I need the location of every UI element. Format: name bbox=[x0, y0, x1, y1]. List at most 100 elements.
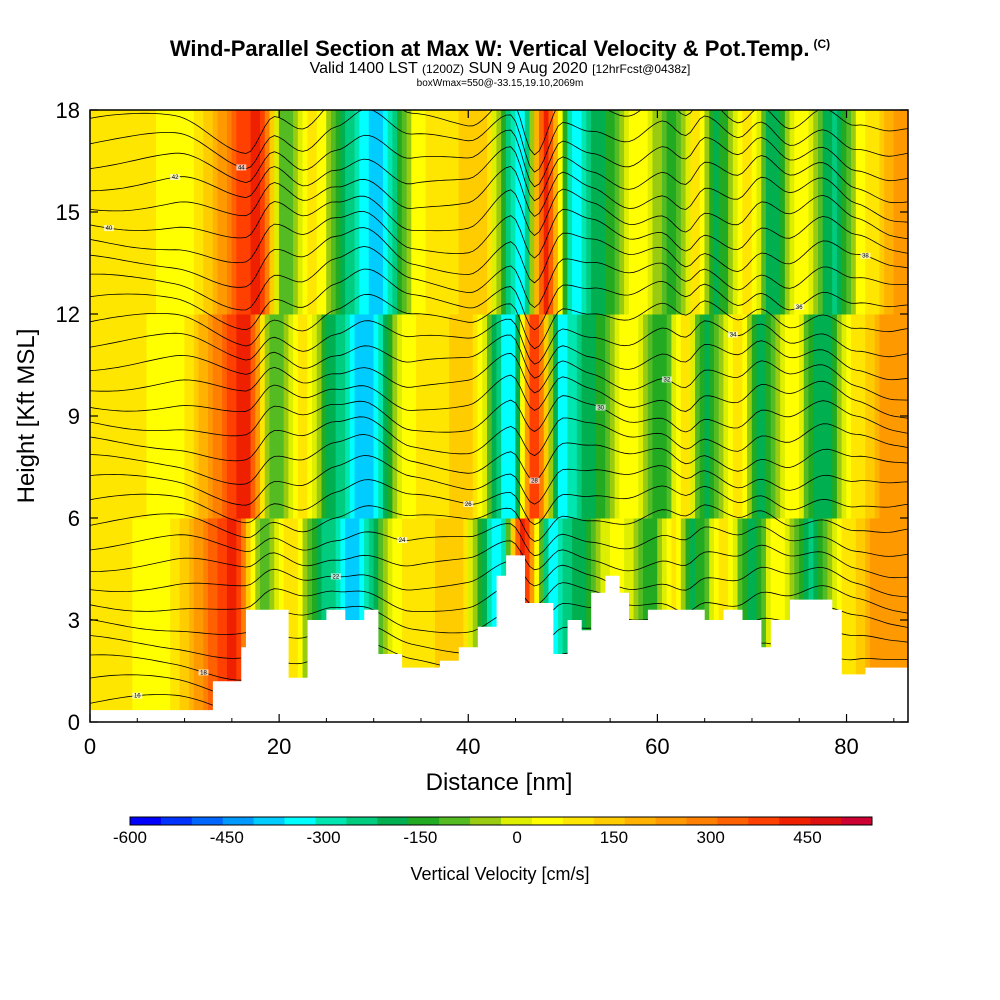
velocity-cell bbox=[468, 110, 474, 315]
velocity-cell bbox=[543, 110, 550, 315]
colorbar-swatch bbox=[253, 817, 285, 825]
x-tick-label: 80 bbox=[834, 734, 858, 759]
velocity-cell bbox=[515, 110, 521, 315]
velocity-cell bbox=[326, 110, 332, 315]
velocity-cell bbox=[212, 314, 219, 519]
velocity-cell bbox=[841, 518, 847, 722]
velocity-cell bbox=[671, 314, 677, 519]
velocity-cell bbox=[411, 518, 417, 722]
velocity-cell bbox=[340, 110, 346, 315]
velocity-cell bbox=[680, 110, 687, 315]
colorbar-swatch bbox=[501, 817, 533, 825]
velocity-cell bbox=[704, 110, 710, 315]
velocity-cell bbox=[439, 110, 446, 315]
velocity-cell bbox=[888, 314, 895, 519]
velocity-cell bbox=[397, 110, 403, 315]
velocity-cell bbox=[118, 518, 124, 722]
velocity-cell bbox=[624, 314, 630, 519]
velocity-cell bbox=[122, 110, 129, 315]
velocity-cell bbox=[189, 110, 195, 315]
velocity-cell bbox=[799, 314, 805, 519]
velocity-cell bbox=[718, 110, 724, 315]
velocity-cell bbox=[406, 110, 412, 315]
velocity-cell bbox=[491, 518, 498, 722]
velocity-cell bbox=[794, 314, 800, 519]
velocity-cell bbox=[477, 518, 483, 722]
velocity-cell bbox=[449, 518, 455, 722]
velocity-cell bbox=[387, 110, 394, 315]
velocity-cell bbox=[236, 110, 242, 315]
terrain bbox=[90, 555, 908, 722]
velocity-cell bbox=[108, 314, 115, 519]
velocity-cell bbox=[184, 314, 190, 519]
velocity-cell bbox=[449, 314, 455, 519]
velocity-cell bbox=[245, 110, 252, 315]
velocity-cell bbox=[628, 110, 635, 315]
velocity-cell bbox=[486, 314, 493, 519]
velocity-cell bbox=[293, 518, 299, 722]
y-axis-label: Height [Kft MSL] bbox=[13, 329, 40, 504]
velocity-cell bbox=[132, 110, 138, 315]
velocity-cell bbox=[751, 110, 758, 315]
velocity-cell bbox=[463, 314, 469, 519]
theta-contour bbox=[90, 165, 908, 223]
velocity-cell bbox=[179, 110, 185, 315]
velocity-cell bbox=[699, 110, 706, 315]
colorbar-swatch bbox=[130, 817, 162, 825]
velocity-cell bbox=[491, 110, 498, 315]
colorbar-tick-label: 300 bbox=[697, 828, 725, 847]
velocity-cell bbox=[643, 314, 649, 519]
velocity-cell bbox=[836, 314, 843, 519]
velocity-cell bbox=[628, 314, 635, 519]
velocity-cell bbox=[761, 110, 767, 315]
velocity-cell bbox=[841, 110, 847, 315]
velocity-cell bbox=[591, 314, 597, 519]
velocity-cell bbox=[288, 518, 294, 722]
velocity-cell bbox=[425, 518, 431, 722]
velocity-cell bbox=[335, 314, 342, 519]
velocity-cell bbox=[203, 518, 209, 722]
colorbar-swatch bbox=[222, 817, 254, 825]
contour-label-bg bbox=[794, 303, 805, 310]
colorbar-label: Vertical Velocity [cm/s] bbox=[410, 864, 589, 884]
colorbar-swatch bbox=[346, 817, 378, 825]
velocity-cell bbox=[496, 314, 502, 519]
velocity-cell bbox=[425, 110, 431, 315]
velocity-cell bbox=[174, 110, 181, 315]
velocity-cell bbox=[226, 518, 233, 722]
velocity-cell bbox=[198, 314, 204, 519]
velocity-cell bbox=[827, 314, 833, 519]
velocity-cell bbox=[647, 110, 654, 315]
contour-label-bg bbox=[397, 537, 408, 544]
velocity-cell bbox=[567, 314, 573, 519]
contour-label: 16 bbox=[134, 694, 141, 700]
velocity-cell bbox=[217, 110, 223, 315]
velocity-cell bbox=[562, 314, 568, 519]
contour-label-bg bbox=[463, 501, 474, 508]
contour-label: 38 bbox=[862, 254, 869, 260]
velocity-cell bbox=[255, 110, 261, 315]
velocity-cell bbox=[382, 518, 389, 722]
valid-date: SUN 9 Aug 2020 bbox=[468, 60, 588, 77]
velocity-cell bbox=[241, 110, 247, 315]
velocity-cell bbox=[293, 110, 299, 315]
velocity-cell bbox=[236, 518, 242, 722]
velocity-cell bbox=[505, 314, 512, 519]
velocity-cell bbox=[288, 314, 294, 519]
velocity-cell bbox=[562, 518, 568, 722]
velocity-cell bbox=[832, 110, 838, 315]
contour-label: 36 bbox=[796, 305, 803, 311]
velocity-cell bbox=[151, 314, 157, 519]
velocity-cell bbox=[728, 314, 734, 519]
velocity-cell bbox=[775, 314, 781, 519]
velocity-cell bbox=[468, 314, 474, 519]
velocity-cell bbox=[160, 314, 167, 519]
theta-contour bbox=[90, 146, 908, 204]
velocity-cell bbox=[430, 314, 436, 519]
velocity-cell bbox=[108, 518, 115, 722]
velocity-cell bbox=[401, 518, 408, 722]
velocity-cell bbox=[529, 110, 535, 315]
velocity-cell bbox=[661, 314, 668, 519]
velocity-cell bbox=[647, 314, 654, 519]
velocity-cell bbox=[392, 518, 398, 722]
